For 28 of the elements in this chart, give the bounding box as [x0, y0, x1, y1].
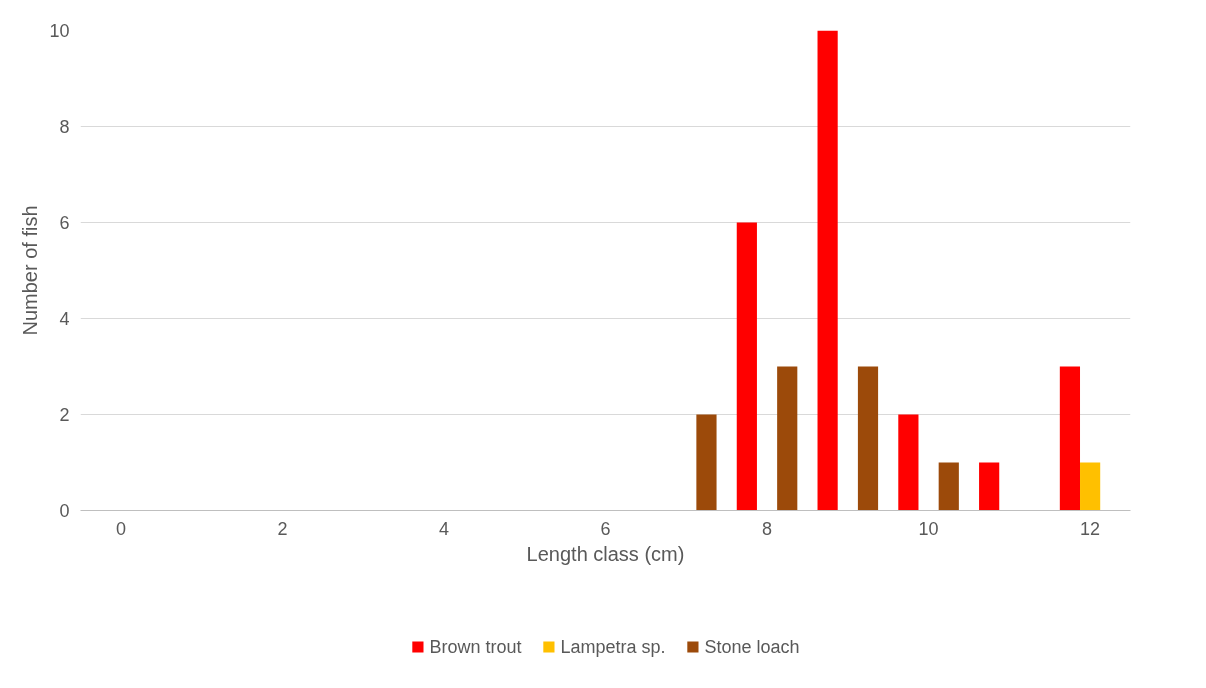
bar: [817, 30, 838, 511]
x-tick-label: 10: [918, 518, 939, 539]
x-tick-label: 4: [438, 518, 449, 539]
bar: [1080, 462, 1101, 511]
y-tick-label: 8: [59, 117, 70, 137]
bar: [696, 414, 717, 511]
legend-label: Brown trout: [429, 636, 522, 657]
x-tick-label: 0: [115, 518, 126, 539]
bar: [736, 222, 757, 511]
y-tick-label: 4: [59, 309, 70, 329]
x-tick-label: 2: [277, 518, 288, 539]
y-tick-label: 6: [59, 213, 70, 233]
bar: [898, 414, 919, 511]
bar: [979, 462, 1000, 511]
bar: [938, 462, 959, 511]
y-tick-label: 0: [59, 501, 70, 521]
legend-label: Lampetra sp.: [560, 636, 666, 657]
bar: [1059, 366, 1081, 511]
bar: [857, 366, 879, 511]
y-tick-label: 10: [49, 21, 70, 41]
y-axis-title: Number of fish: [19, 205, 42, 336]
legend-label: Stone loach: [704, 636, 800, 657]
x-tick-label: 6: [600, 518, 611, 539]
x-axis-title: Length class (cm): [526, 542, 685, 565]
bar: [777, 366, 798, 511]
y-tick-label: 2: [59, 405, 70, 425]
x-tick-label: 8: [762, 518, 773, 539]
x-tick-label: 12: [1080, 518, 1101, 539]
